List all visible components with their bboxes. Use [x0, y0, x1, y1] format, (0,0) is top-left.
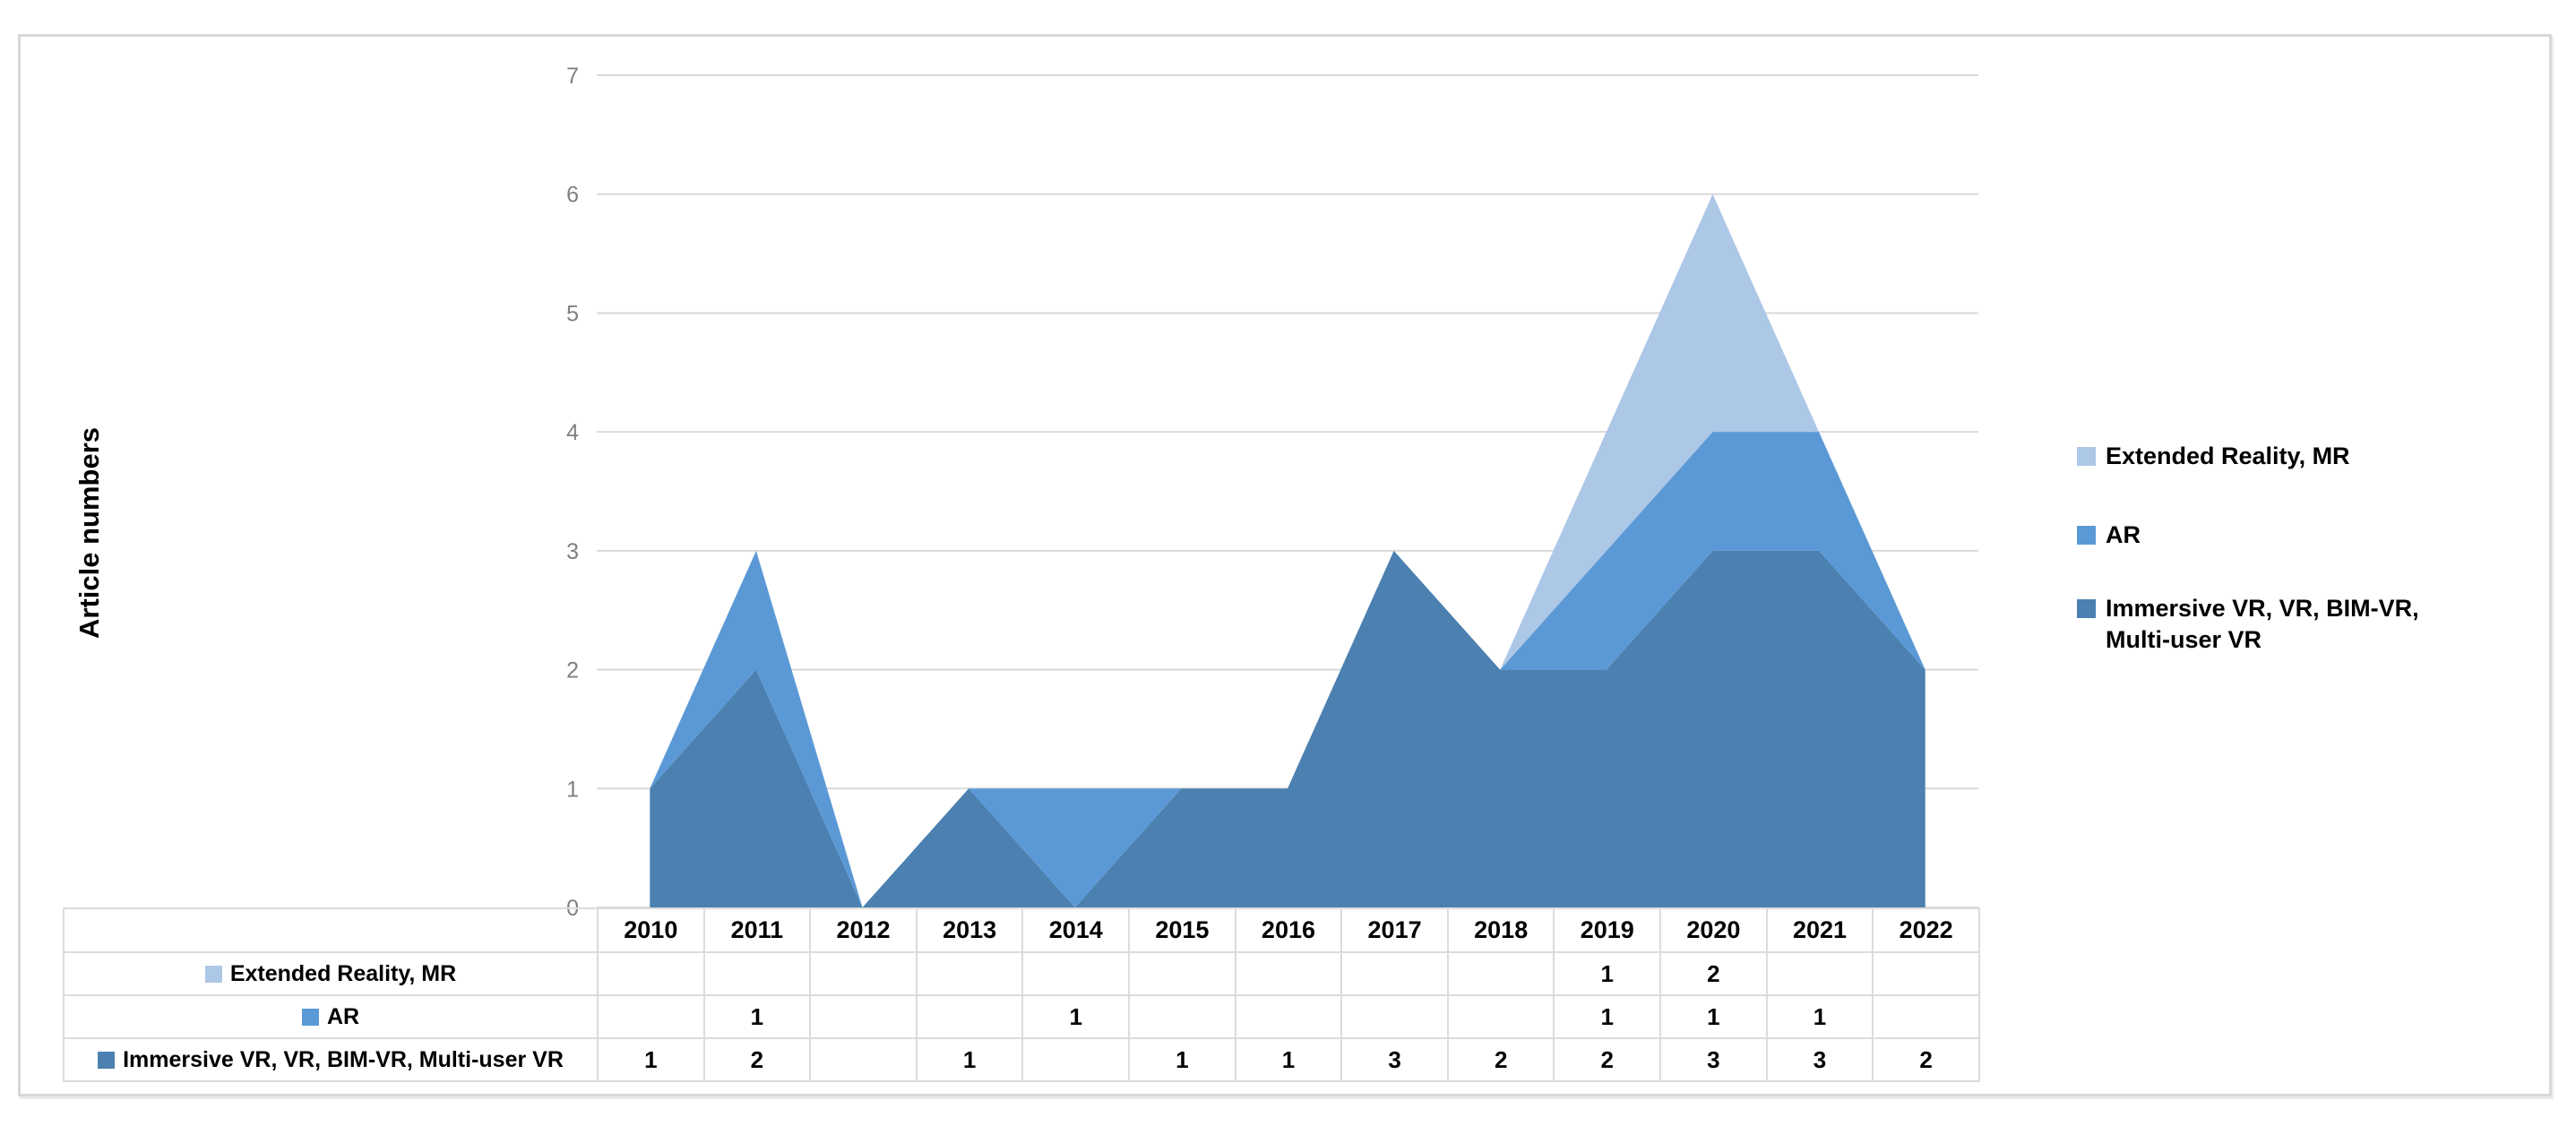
- table-cell: [1446, 951, 1555, 996]
- row-label: AR: [63, 994, 599, 1039]
- table-cell: 1: [915, 1037, 1024, 1082]
- y-tick-label-3: 3: [566, 539, 579, 564]
- table-cell: [1340, 951, 1449, 996]
- table-cell: 3: [1765, 1037, 1874, 1082]
- table-cell: 1: [1553, 951, 1662, 996]
- table-row: Extended Reality, MR 1 2: [63, 951, 1980, 996]
- y-tick-label-6: 6: [566, 183, 579, 208]
- area-series-immersive-vr-vr-bim-vr-multi-user-vr: [650, 550, 1926, 907]
- y-tick-label-5: 5: [566, 301, 579, 326]
- table-corner-cell: [63, 907, 599, 953]
- legend-key-square: [98, 1051, 116, 1069]
- table-cell: [1765, 951, 1874, 996]
- legend-item-extended-reality-mr: Extended Reality, MR: [2077, 441, 2464, 472]
- table-cell: 1: [597, 1037, 705, 1082]
- row-label: Immersive VR, VR, BIM-VR, Multi-user VR: [63, 1037, 599, 1082]
- table-cell: 2: [702, 1037, 812, 1082]
- table-cell: [1128, 994, 1236, 1039]
- legend-swatch-extended-reality-mr: [2077, 447, 2096, 466]
- year-header-cell: 2013: [915, 907, 1024, 953]
- table-cell: 1: [1021, 994, 1131, 1039]
- table-cell: [1234, 994, 1343, 1039]
- table-cell: 2: [1659, 951, 1768, 996]
- table-cell: 3: [1340, 1037, 1449, 1082]
- table-cell: 2: [1446, 1037, 1555, 1082]
- year-header-cell: 2015: [1128, 907, 1236, 953]
- data-table: 2010 2011 2012 2013 2014 2015 2016 2017 2018 2019…: [63, 907, 1980, 1082]
- table-cell: 1: [1765, 994, 1874, 1039]
- table-row: Immersive VR, VR, BIM-VR, Multi-user VR 1…: [63, 1037, 1980, 1082]
- table-cell: 1: [1659, 994, 1768, 1039]
- legend-label: Extended Reality, MR: [2106, 443, 2350, 469]
- table-cell: [915, 951, 1024, 996]
- table-cell: [809, 1037, 918, 1082]
- table-cell: 1: [1553, 994, 1662, 1039]
- year-header-cell: 2010: [597, 907, 705, 953]
- table-cell: 2: [1553, 1037, 1662, 1082]
- legend-swatch-ar: [2077, 526, 2096, 545]
- table-row: AR 1 1 1 1 1: [63, 994, 1980, 1039]
- year-header-cell: 2011: [702, 907, 812, 953]
- table-cell: [702, 951, 812, 996]
- table-cell: [1872, 994, 1980, 1039]
- year-header-cell: 2018: [1446, 907, 1555, 953]
- y-tick-label-4: 4: [566, 420, 579, 445]
- row-label: Extended Reality, MR: [63, 951, 599, 996]
- table-cell: [597, 951, 705, 996]
- y-tick-label-2: 2: [566, 658, 579, 683]
- table-cell: 1: [702, 994, 812, 1039]
- year-header-cell: 2020: [1659, 907, 1768, 953]
- table-cell: [1872, 951, 1980, 996]
- table-cell: [1446, 994, 1555, 1039]
- table-cell: [597, 994, 705, 1039]
- table-cell: 1: [1128, 1037, 1236, 1082]
- table-body: 2010 2011 2012 2013 2014 2015 2016 2017 2018 2019…: [63, 907, 1980, 1082]
- table-cell: 3: [1659, 1037, 1768, 1082]
- legend-key-square: [204, 965, 222, 983]
- table-cell: [1234, 951, 1343, 996]
- table-cell: 2: [1872, 1037, 1980, 1082]
- year-header-cell: 2021: [1765, 907, 1874, 953]
- table-cell: 1: [1234, 1037, 1343, 1082]
- table-cell: [809, 994, 918, 1039]
- y-tick-label-1: 1: [566, 777, 579, 802]
- table-cell: [1021, 1037, 1131, 1082]
- table-cell: [1021, 951, 1131, 996]
- table-cell: [915, 994, 1024, 1039]
- table-cell: [1128, 951, 1236, 996]
- legend-item-immersive-vr: Immersive VR, VR, BIM-VR, Multi-user VR: [2077, 593, 2464, 656]
- legend-item-ar: AR: [2077, 520, 2464, 551]
- year-header-cell: 2012: [809, 907, 918, 953]
- table-cell: [809, 951, 918, 996]
- year-header-cell: 2017: [1340, 907, 1449, 953]
- y-tick-label-7: 7: [566, 64, 579, 89]
- legend-label: AR: [2106, 521, 2141, 548]
- table-years-row: 2010 2011 2012 2013 2014 2015 2016 2017 2018 2019…: [63, 907, 1980, 953]
- year-header-cell: 2019: [1553, 907, 1662, 953]
- year-header-cell: 2016: [1234, 907, 1343, 953]
- legend-label: Immersive VR, VR, BIM-VR, Multi-user VR: [2106, 595, 2419, 653]
- legend-key-square: [301, 1008, 319, 1026]
- year-header-cell: 2022: [1872, 907, 1980, 953]
- legend-swatch-immersive-vr: [2077, 599, 2096, 618]
- table-cell: [1340, 994, 1449, 1039]
- year-header-cell: 2014: [1021, 907, 1131, 953]
